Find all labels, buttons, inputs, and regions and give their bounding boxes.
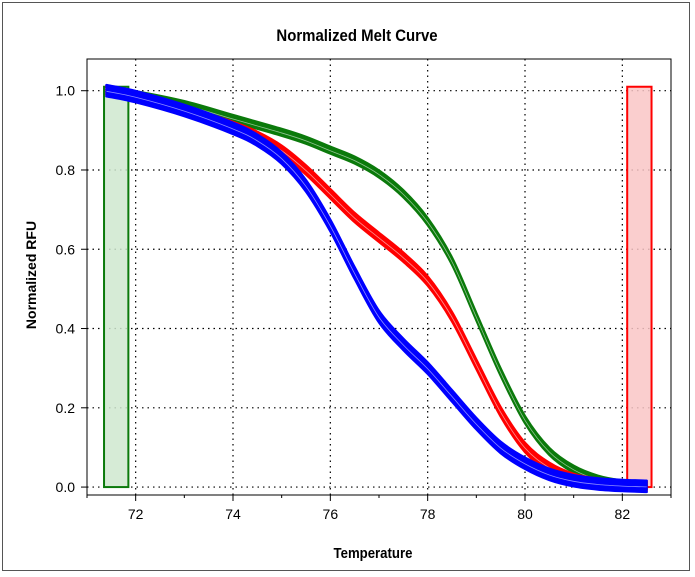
series-line[interactable] — [105, 92, 648, 491]
x-tick-label: 80 — [517, 506, 533, 522]
series-line[interactable] — [105, 88, 648, 486]
y-axis-label: Normalized RFU — [23, 221, 39, 329]
y-tick-label: 1.0 — [56, 83, 76, 99]
x-tick-label: 78 — [420, 506, 436, 522]
series-group — [105, 83, 648, 494]
series-line[interactable] — [105, 86, 648, 485]
melt-curve-chart: Normalized Melt Curve Temperature Normal… — [23, 27, 672, 561]
melt-regions — [103, 85, 653, 489]
series-lines — [105, 83, 648, 494]
melt-region-end[interactable] — [626, 85, 653, 489]
x-axis-label: Temperature — [334, 544, 413, 561]
axes: 72 74 76 78 80 82 0.0 0.2 0.4 0.6 0.8 1.0 — [56, 83, 672, 522]
series-line-highlight — [106, 90, 647, 487]
chart-title: Normalized Melt Curve — [276, 27, 437, 45]
melt-region-start[interactable] — [103, 85, 130, 489]
y-tick-label: 0.6 — [56, 241, 76, 257]
series-line[interactable] — [105, 85, 648, 483]
series-line[interactable] — [105, 83, 648, 483]
x-tick-label: 76 — [323, 506, 339, 522]
series-line[interactable] — [105, 86, 648, 484]
plot-area — [87, 59, 671, 495]
chart-frame: Normalized Melt Curve Temperature Normal… — [2, 2, 690, 571]
series-line[interactable] — [105, 88, 648, 487]
y-tick-label: 0.2 — [56, 400, 76, 416]
y-tick-label: 0.0 — [56, 479, 76, 495]
series-line-highlight — [106, 90, 647, 488]
series-line[interactable] — [105, 94, 648, 494]
x-tick-label: 82 — [615, 506, 631, 522]
x-tick-label: 74 — [225, 506, 241, 522]
y-tick-label: 0.8 — [56, 162, 76, 178]
plot-border — [86, 58, 672, 496]
y-tick-label: 0.4 — [56, 321, 76, 337]
x-tick-label: 72 — [128, 506, 144, 522]
